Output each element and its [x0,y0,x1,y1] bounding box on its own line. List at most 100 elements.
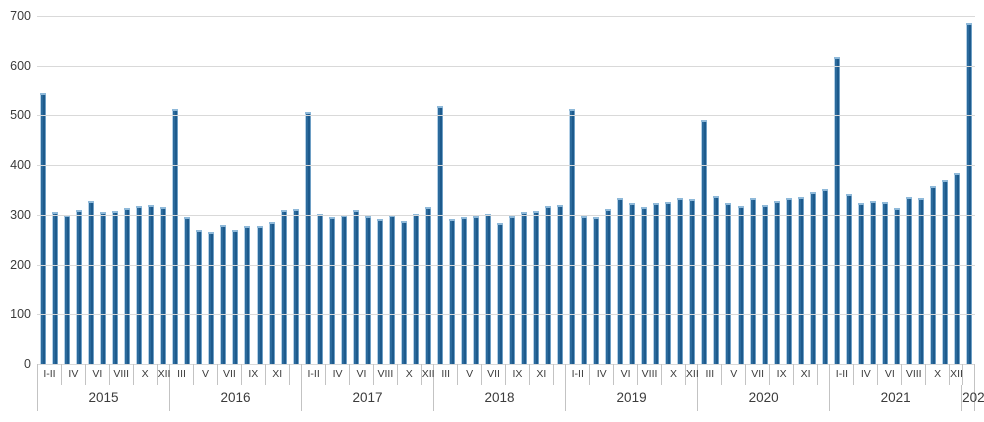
y-axis-tick-label: 100 [10,307,31,322]
bar-I-II-2021 [833,56,840,364]
bar-slot [542,206,554,364]
bar-slot [891,208,903,364]
x-axis-month-label [963,364,976,385]
gridline [37,314,975,316]
year-group-2018 [434,16,566,364]
bar-slot [278,210,290,364]
bar-slot [578,216,590,364]
bar-XII-2018 [557,205,564,364]
y-axis-tick-label: 200 [10,257,31,272]
bar-V-2020 [737,205,744,364]
bar-VI-2016 [220,225,227,364]
bar-slot [795,196,807,364]
y-axis-tick-label: 300 [10,207,31,222]
x-axis-year-label: 2021 [830,385,963,411]
bar-VII-2018 [497,222,504,364]
bar-IX-2020 [785,198,792,364]
bar-slot [626,203,638,364]
gridline [37,65,975,67]
bar-I-II-2018 [436,106,443,364]
bar-slot [398,221,410,364]
bar-slot [133,205,145,364]
x-axis-month-label: XII [686,364,699,385]
x-axis-month-label: VI [86,364,110,385]
bar-III-2016 [184,217,191,364]
bar-XI-2017 [412,214,419,364]
bar-IV-2019 [593,217,600,364]
x-axis-month-label: III [698,364,723,385]
bar-slot [698,120,710,364]
x-axis-month-label: XII [422,364,435,385]
gridline [37,364,975,365]
x-axis-month-label [290,364,303,385]
bar-slot [783,198,795,364]
bar-IX-2019 [653,202,660,364]
bar-VI-2020 [749,197,756,364]
bar-X-2019 [665,202,672,364]
y-axis-tick-label: 0 [24,357,31,371]
x-axis-month-label [554,364,567,385]
bar-slot [722,203,734,364]
bar-I-II-2019 [569,108,576,364]
bar-X-2018 [533,210,540,364]
bar-slot [470,216,482,364]
bar-slot [554,205,566,364]
bar-slot [85,201,97,364]
bar-slot [518,211,530,364]
year-group-2021 [831,16,963,364]
x-axis-month-label: I-II [830,364,855,385]
bar-slot [927,185,939,364]
x-axis-month-label: III [170,364,194,385]
gridline [37,165,975,167]
x-axis-month-label: I-II [38,364,62,385]
bar-slot [747,197,759,364]
bar-I-II-2020 [701,120,708,364]
gridline [37,214,975,216]
bar-X-2015 [136,205,143,364]
bar-VIII-2015 [112,211,119,364]
bar-VII-2015 [100,212,107,364]
bar-slot [193,230,205,364]
bar-slot [638,206,650,364]
bar-slot [254,225,266,364]
bar-I-II-2015 [40,92,47,364]
bar-slot [37,92,49,364]
bar-V-2017 [340,215,347,364]
bar-slot [506,216,518,364]
bar-slot [939,179,951,364]
bar-X-2020 [797,196,804,364]
x-axis-year-label: 2020 [698,385,831,411]
bar-slot [290,208,302,364]
x-axis-month-label: VII [218,364,242,385]
bar-slot [302,111,314,364]
bar-III-2018 [448,219,455,364]
bar-slot [662,202,674,364]
bar-slot [458,217,470,364]
bar-slot [674,198,686,364]
bar-slot [915,197,927,364]
x-axis-month-label: X [926,364,951,385]
bar-XII-2017 [424,207,431,364]
bar-VI-2019 [617,197,624,364]
bar-slot [482,214,494,364]
y-axis-tick-label: 700 [10,9,31,23]
bar-slot [314,213,326,364]
x-axis-month-label: IV [326,364,350,385]
bar-VI-2017 [352,210,359,364]
bar-XI-2018 [545,206,552,364]
bar-IX-2015 [124,208,131,364]
bar-XII-2016 [292,208,299,364]
bar-VII-2017 [364,216,371,364]
x-axis-month-label: IX [770,364,795,385]
x-axis-month-label: VI [614,364,639,385]
month-axis-row: I-II IV VI VIII X XII III V VII IX XI I-II IV VI VIII X… [37,364,976,385]
bar-slot [205,232,217,364]
bar-slot [145,204,157,364]
bar-slot [807,191,819,364]
bar-slot [614,197,626,364]
x-axis-month-label: VIII [374,364,398,385]
bar-slot [386,214,398,364]
bar-IX-2016 [256,225,263,364]
bar-IV-2021 [857,203,864,364]
